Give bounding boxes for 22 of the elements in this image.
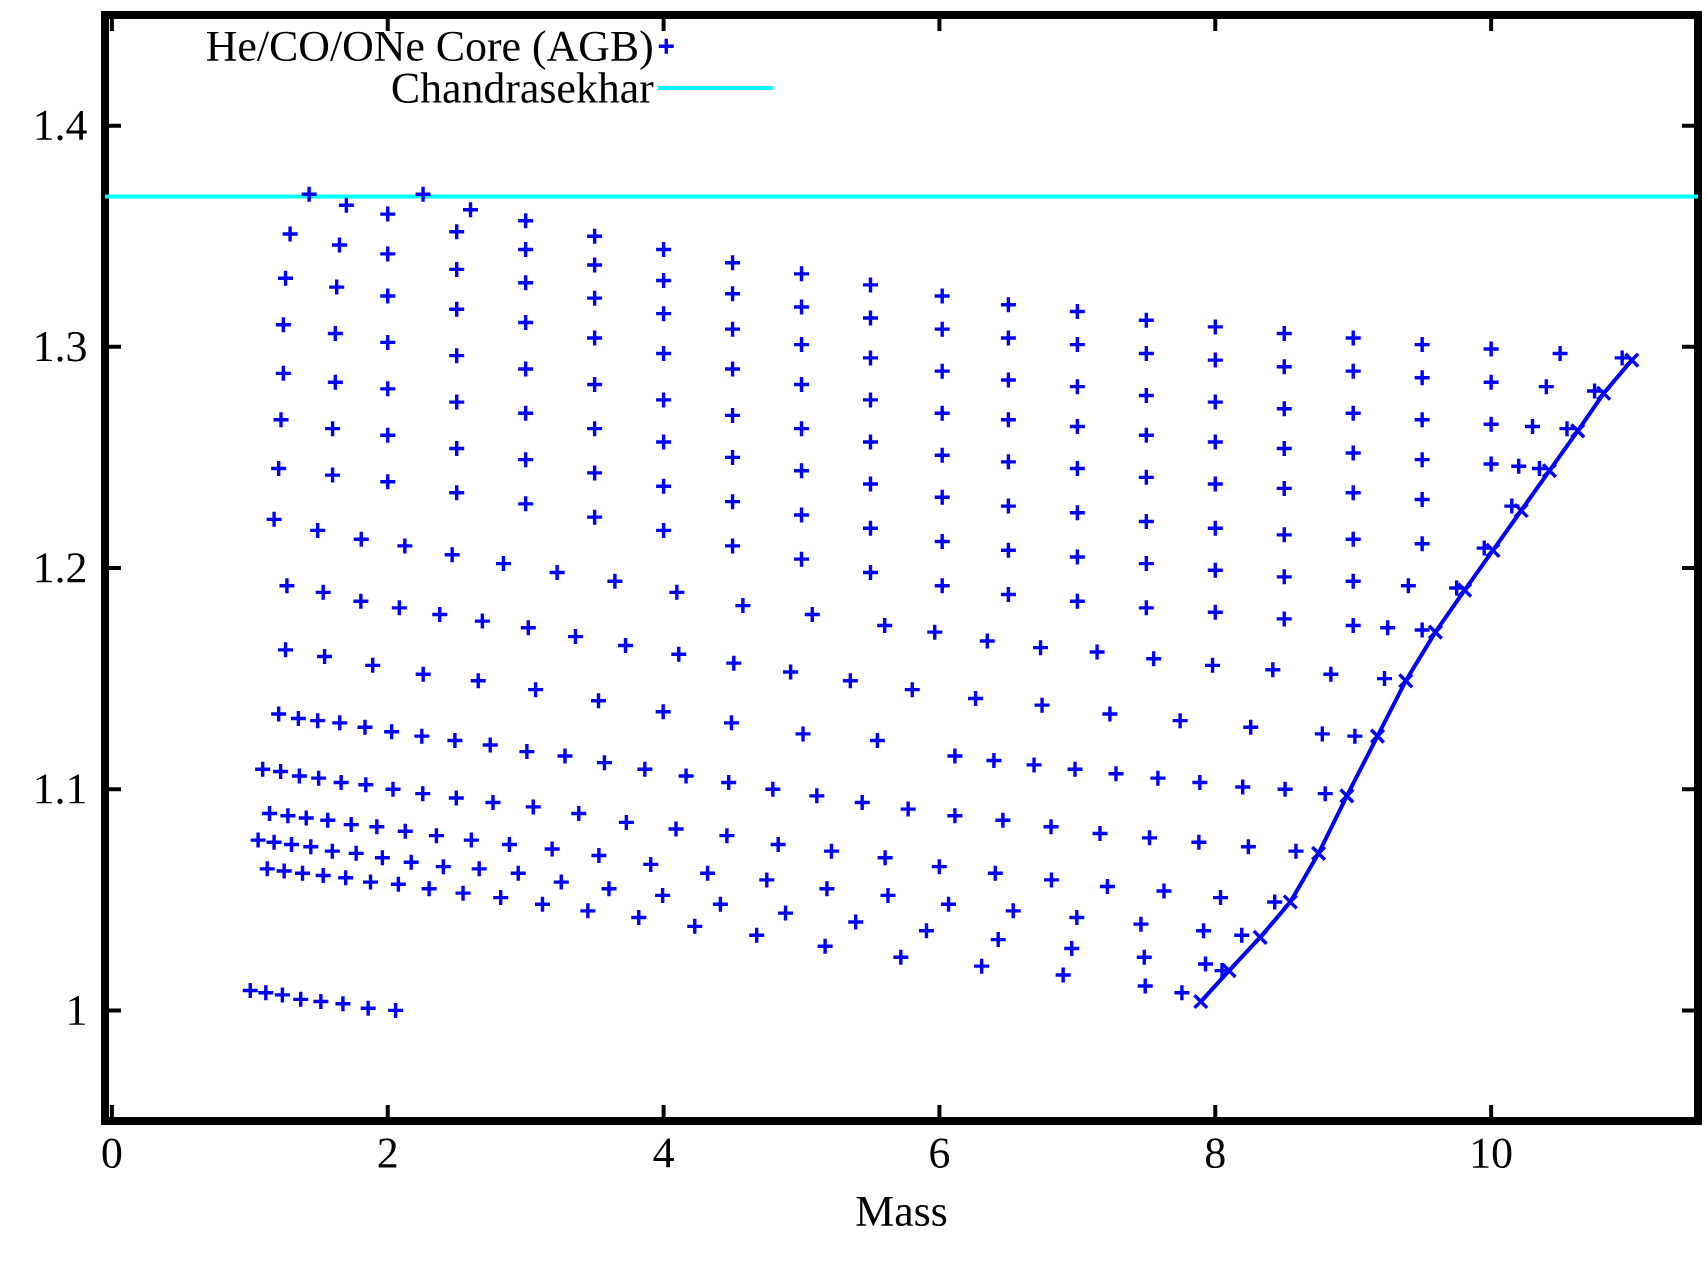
x-tick-label: 4 [653,1138,674,1168]
y-tick-label: 1.4 [36,110,87,141]
point [1192,993,1209,1010]
point [1252,929,1269,946]
legend-label: He/CO/ONe Core (AGB) [207,30,652,71]
x-tick-label: 0 [102,1138,122,1169]
point [1427,624,1444,641]
point [1397,672,1414,689]
y-tick-label: 1 [69,995,85,1025]
legend-label: Chandrasekhar [392,72,654,103]
y-tick-label: 1.3 [36,332,86,362]
x-tick-label: 8 [1205,1138,1225,1169]
x-tick-label: 6 [930,1138,950,1168]
x-tick-label: 2 [378,1138,397,1168]
x-tick-label: 10 [1473,1138,1512,1169]
y-tick-label: 1.2 [36,553,86,583]
point [1338,787,1355,804]
y-tick-label: 1.1 [36,774,85,804]
x-axis-title: Mass [856,1196,947,1227]
point [1282,893,1299,911]
point [1369,728,1386,745]
point [1310,845,1327,862]
